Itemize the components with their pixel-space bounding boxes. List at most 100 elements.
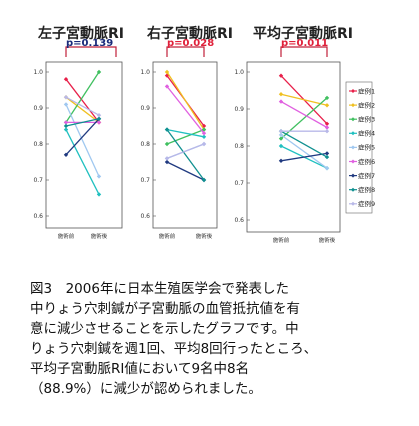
- chart-3-p-value: p=0.011: [281, 38, 328, 49]
- chart-2-series-1-point-after: [201, 123, 207, 129]
- chart-2-frame: [152, 61, 218, 229]
- chart-2-tick-label: 1.0: [140, 69, 150, 76]
- chart-2-series-2-point-before: [164, 69, 170, 75]
- chart-3-frame: [246, 61, 341, 233]
- chart-1-series-6-point-after: [96, 120, 102, 125]
- chart-2-series-7-point-before: [164, 159, 170, 165]
- chart-3-tick-label: 0.8: [234, 143, 244, 150]
- chart-2-tick-label: 0.7: [140, 177, 150, 184]
- chart-3-series-8-point-after: [324, 154, 330, 160]
- chart-2-tick-label: 0.6: [140, 213, 150, 220]
- chart-1-series-4-line: [65, 129, 100, 195]
- chart-1-series-5-point-before: [63, 102, 69, 107]
- caption-line-4: りょう穴刺鍼を週1回、平均8回行ったところ、: [30, 341, 318, 357]
- chart-2-series-1-point-before: [164, 73, 170, 78]
- chart-3-series-4-point-before: [278, 143, 284, 149]
- legend-label: 症例5: [358, 143, 375, 152]
- legend-swatch-marker: [351, 89, 355, 93]
- chart-2-series-3-point-after: [201, 127, 207, 132]
- chart-1-series-9-line: [65, 96, 100, 116]
- caption-line-1: 図3 2006年に日本生殖医学会で発表した: [30, 281, 289, 297]
- chart-3-series-1-point-after: [324, 121, 330, 126]
- chart-2-series-3-point-before: [164, 141, 170, 147]
- chart-2-p-value: p=0.028: [167, 38, 214, 49]
- legend-swatch-marker: [351, 159, 355, 164]
- chart-1-series-3-point-after: [96, 69, 102, 75]
- legend-swatch-marker: [351, 201, 355, 206]
- chart-3-series-7-point-after: [324, 151, 330, 156]
- legend-label: 症例1: [358, 86, 375, 95]
- chart-3-series-6-line: [280, 101, 328, 129]
- caption-line-3: 意に減少させることを示したグラフです。中: [30, 321, 299, 337]
- chart-1-series-4-point-before: [63, 127, 69, 132]
- chart-1-series-8-line: [65, 118, 100, 127]
- chart-2-tick-label: 0.8: [140, 141, 150, 148]
- chart-3-series-5-point-before: [278, 132, 284, 138]
- caption-line-5: 平均子宮動脈RI値において9名中8名: [30, 361, 250, 377]
- chart-2-series-6-point-before: [164, 84, 170, 89]
- caption-line-2: 中りょう穴刺鍼が子宮動脈の血管抵抗値を有: [30, 301, 300, 317]
- chart-1-series-9-point-after: [96, 113, 102, 118]
- chart-2-series-4-point-after: [201, 134, 207, 139]
- legend-label: 症例8: [358, 185, 375, 194]
- legend-label: 症例2: [358, 100, 375, 109]
- chart-2-series-8-line: [166, 129, 205, 181]
- chart-2-series-8-point-before: [164, 127, 170, 132]
- chart-1-series-3-line: [65, 71, 100, 123]
- chart-3-series-3-point-before: [278, 136, 284, 141]
- chart-1-tick-label: 0.6: [33, 213, 43, 220]
- chart-3-significance-bracket: [280, 46, 328, 57]
- chart-3-series-7-point-before: [278, 158, 284, 163]
- chart-1-series-2-line: [65, 96, 100, 123]
- chart-1-series-1-point-before: [63, 77, 69, 82]
- chart-1-series-7-point-before: [63, 152, 69, 157]
- chart-2-series-9-line: [166, 143, 205, 160]
- legend-label: 症例7: [358, 171, 375, 180]
- chart-3-series-2-point-after: [324, 103, 330, 108]
- legend-label: 症例6: [358, 157, 375, 166]
- chart-1-p-value: p=0.139: [66, 38, 113, 49]
- figure-caption: 図3 2006年に日本生殖医学会で発表した 中りょう穴刺鍼が子宮動脈の血管抵抗値…: [30, 279, 400, 399]
- chart-2-category-label: 施術後: [196, 232, 213, 240]
- chart-3-title: 平均子宮動脈RI: [253, 25, 353, 42]
- chart-3-tick-label: 0.6: [234, 217, 244, 224]
- legend-swatch-marker: [351, 103, 355, 108]
- chart-3-series-5-line: [280, 134, 328, 169]
- chart-1-tick-label: 0.9: [33, 105, 43, 112]
- legend-swatch-marker: [351, 131, 355, 136]
- chart-1-title: 左子宮動脈RI: [37, 25, 124, 42]
- legend-swatch-marker: [351, 187, 355, 192]
- chart-1-tick-label: 1.0: [33, 69, 43, 76]
- chart-2-series-9-point-before: [164, 156, 170, 161]
- chart-3-tick-label: 1.0: [234, 69, 244, 76]
- legend-swatch-marker: [351, 173, 355, 178]
- chart-2-series-4-line: [166, 128, 205, 138]
- chart-2-significance-bracket: [166, 46, 205, 57]
- chart-3-series-3-line: [280, 97, 328, 140]
- chart-1-frame: [45, 61, 123, 229]
- chart-3-category-label: 施術後: [319, 236, 336, 244]
- chart-3-series-9-point-before: [278, 129, 284, 134]
- chart-1-series-5-line: [65, 104, 100, 177]
- chart-3-series-1-point-before: [278, 73, 284, 78]
- legend-label: 症例4: [358, 129, 375, 138]
- chart-3-tick-label: 0.7: [234, 180, 244, 187]
- chart-3-category-label: 施術前: [273, 236, 290, 244]
- chart-2-series-6-line: [166, 85, 205, 134]
- chart-1-series-8-point-before: [63, 123, 69, 129]
- chart-2-series-2-line: [166, 71, 205, 130]
- chart-1-significance-bracket: [65, 46, 117, 57]
- chart-1-category-label: 施術後: [91, 232, 108, 240]
- chart-2-title: 右子宮動脈RI: [146, 25, 233, 42]
- chart-2-series-8-point-after: [201, 177, 207, 183]
- chart-1-category-label: 施術前: [58, 232, 75, 240]
- chart-2-series-6-point-after: [201, 131, 207, 136]
- chart-1-series-9-point-before: [63, 95, 69, 100]
- chart-3-series-5-point-after: [324, 166, 330, 171]
- chart-2-tick-label: 0.9: [140, 105, 150, 112]
- chart-2-series-9-point-after: [201, 141, 207, 147]
- chart-1-tick-label: 0.8: [33, 141, 43, 148]
- chart-1-series-5-point-after: [96, 174, 102, 179]
- chart-3-series-6-point-before: [278, 99, 284, 104]
